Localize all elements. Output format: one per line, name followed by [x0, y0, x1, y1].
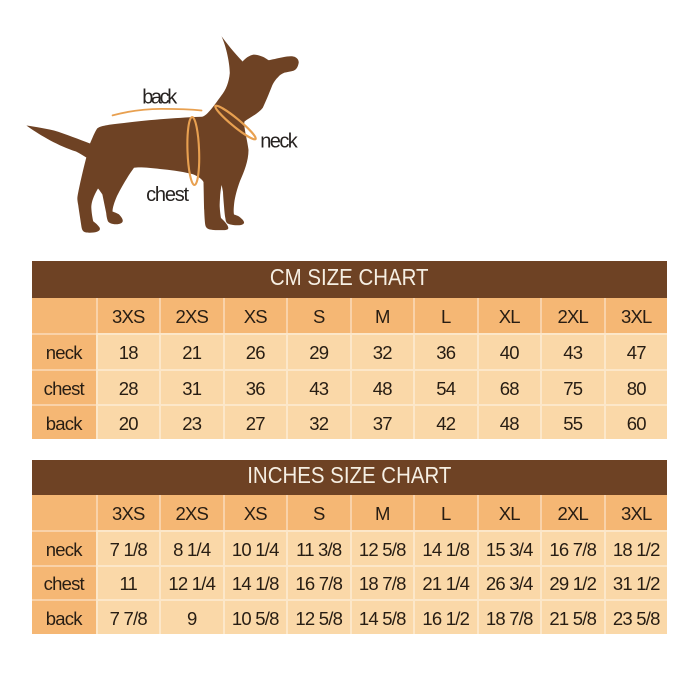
svg-text:back: back [142, 87, 178, 109]
svg-text:neck: neck [260, 131, 299, 153]
svg-text:chest: chest [146, 184, 189, 206]
